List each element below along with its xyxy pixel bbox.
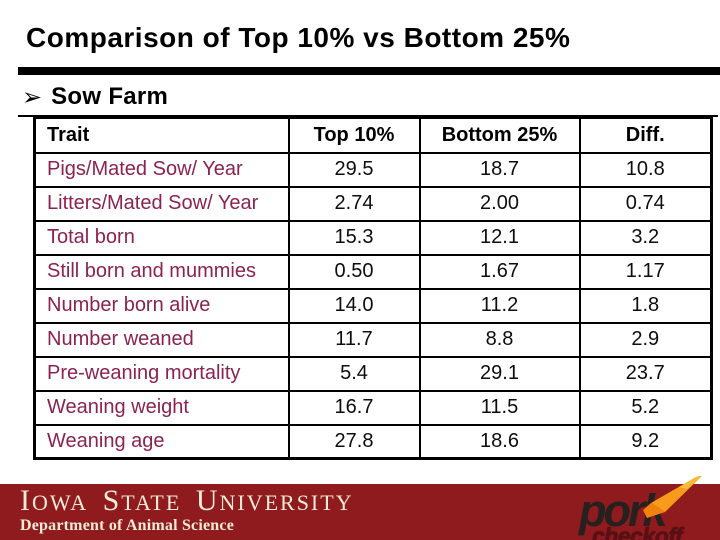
trait-cell: Weaning weight (33, 389, 290, 426)
diff-cell: 1.17 (578, 253, 713, 290)
bottom25-cell: 1.67 (418, 253, 581, 290)
pork-checkoff-logo: pork checkoff (575, 476, 720, 540)
trait-cell: Litters/Mated Sow/ Year (33, 185, 290, 222)
column-header-trait: Trait (33, 116, 290, 154)
diff-cell: 1.8 (578, 287, 713, 324)
university-word-initial: S (102, 484, 122, 517)
table-header-row: Trait Top 10% Bottom 25% Diff. (33, 116, 713, 154)
top10-cell: 11.7 (287, 321, 421, 358)
bottom25-cell: 11.5 (418, 389, 581, 426)
checkmark-swoosh-icon (643, 476, 702, 518)
bottom25-cell: 18.7 (418, 151, 581, 188)
university-word-initial: I (20, 484, 32, 517)
column-header-diff: Diff. (578, 116, 713, 154)
diff-cell: 5.2 (578, 389, 713, 426)
top10-cell: 15.3 (287, 219, 421, 256)
top10-cell: 2.74 (287, 185, 421, 222)
trait-cell: Pigs/Mated Sow/ Year (33, 151, 290, 188)
table-row: Pre-weaning mortality 5.4 29.1 23.7 (33, 355, 713, 392)
top10-cell: 29.5 (287, 151, 421, 188)
university-name: IOWA STATE UNIVERSITY (20, 484, 361, 517)
top10-cell: 27.8 (287, 423, 421, 460)
table-row: Weaning weight 16.7 11.5 5.2 (33, 389, 713, 426)
diff-cell: 0.74 (578, 185, 713, 222)
checkoff-logo-word: checkoff (592, 523, 683, 540)
diff-cell: 2.9 (578, 321, 713, 358)
trait-cell: Pre-weaning mortality (33, 355, 290, 392)
university-word-initial: U (195, 484, 220, 517)
top10-cell: 16.7 (287, 389, 421, 426)
column-header-bottom25: Bottom 25% (418, 116, 581, 154)
top10-cell: 14.0 (287, 287, 421, 324)
diff-cell: 9.2 (578, 423, 713, 460)
diff-cell: 3.2 (578, 219, 713, 256)
bottom25-cell: 18.6 (418, 423, 581, 460)
university-wordmark: IOWA STATE UNIVERSITY Department of Anim… (20, 484, 361, 535)
trait-cell: Still born and mummies (33, 253, 290, 290)
comparison-table: Trait Top 10% Bottom 25% Diff. Pigs/Mate… (33, 116, 713, 460)
arrow-bullet-icon: ➢ (22, 83, 43, 111)
slide-title: Comparison of Top 10% vs Bottom 25% (26, 22, 571, 53)
table-row: Pigs/Mated Sow/ Year 29.5 18.7 10.8 (33, 151, 713, 188)
diff-cell: 23.7 (578, 355, 713, 392)
table-row: Still born and mummies 0.50 1.67 1.17 (33, 253, 713, 290)
table-row: Weaning age 27.8 18.6 9.2 (33, 423, 713, 460)
bullet-item-sow-farm: ➢ Sow Farm (22, 83, 168, 111)
bottom25-cell: 2.00 (418, 185, 581, 222)
trait-cell: Total born (33, 219, 290, 256)
university-word-rest: OWA (32, 490, 89, 515)
table-row: Number weaned 11.7 8.8 2.9 (33, 321, 713, 358)
bottom25-cell: 8.8 (418, 321, 581, 358)
diff-cell: 10.8 (578, 151, 713, 188)
trait-cell: Weaning age (33, 423, 290, 460)
trait-cell: Number weaned (33, 321, 290, 358)
university-word-rest: NIVERSITY (219, 490, 354, 515)
column-header-top10: Top 10% (287, 116, 421, 154)
department-name: Department of Animal Science (20, 517, 235, 534)
title-underline-rule (18, 67, 720, 75)
table-row: Number born alive 14.0 11.2 1.8 (33, 287, 713, 324)
footer-bar: IOWA STATE UNIVERSITY Department of Anim… (0, 476, 720, 540)
trait-cell: Number born alive (33, 287, 290, 324)
bottom25-cell: 12.1 (418, 219, 581, 256)
bullet-label: Sow Farm (51, 83, 169, 110)
top10-cell: 0.50 (287, 253, 421, 290)
bottom25-cell: 29.1 (418, 355, 581, 392)
table-row: Total born 15.3 12.1 3.2 (33, 219, 713, 256)
top10-cell: 5.4 (287, 355, 421, 392)
university-word-rest: TATE (121, 490, 182, 515)
bottom25-cell: 11.2 (418, 287, 581, 324)
table-row: Litters/Mated Sow/ Year 2.74 2.00 0.74 (33, 185, 713, 222)
